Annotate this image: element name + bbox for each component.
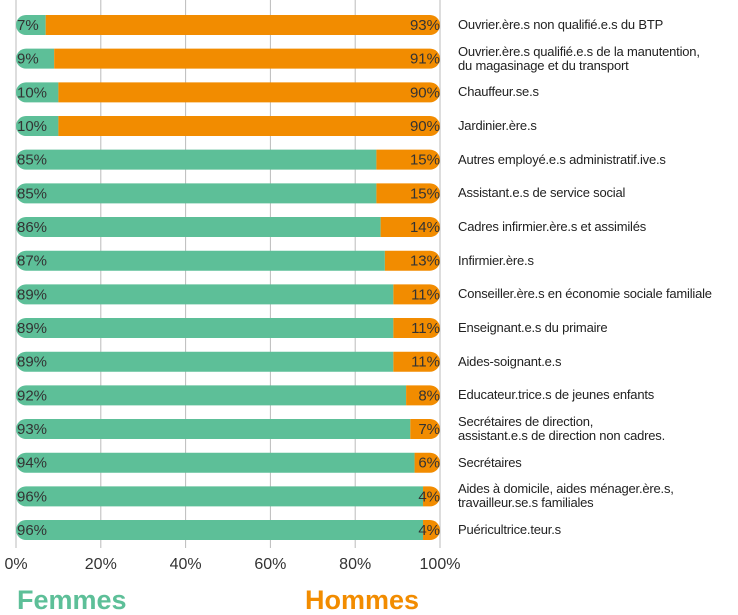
value-label: 10% — [17, 84, 47, 101]
value-label: 8% — [418, 387, 440, 404]
legend-entry: Hommes — [305, 585, 419, 615]
value-label: 89% — [17, 320, 47, 337]
bar-segment — [58, 82, 441, 103]
x-tick-label: 40% — [170, 556, 202, 573]
category-label: Secrétaires de direction, assistant.e.s … — [458, 414, 666, 444]
value-label: 14% — [410, 219, 440, 236]
category-label: Ouvrier.ère.s non qualifié.e.s du BTP — [458, 17, 664, 32]
value-label: 92% — [17, 387, 47, 404]
bar-segment — [393, 351, 440, 372]
bar-segment — [58, 116, 440, 137]
value-label: 11% — [411, 320, 440, 337]
value-label: 85% — [17, 152, 47, 169]
value-label: 10% — [17, 118, 47, 135]
value-label: 15% — [410, 185, 440, 202]
bar-segment — [16, 318, 394, 339]
bar-segment — [384, 250, 440, 271]
value-label: 90% — [410, 118, 440, 135]
value-label: 7% — [17, 17, 39, 34]
bar-segment — [16, 486, 424, 507]
bar-segment — [16, 15, 46, 35]
bar-segment — [16, 116, 59, 137]
category-label: Cadres infirmier.ère.s et assimilés — [458, 219, 647, 235]
bar-segment — [54, 48, 440, 69]
bar-segment — [376, 149, 440, 170]
value-label: 87% — [17, 253, 47, 270]
x-tick-label: 80% — [339, 556, 371, 573]
bar-segment — [16, 183, 377, 204]
value-label: 6% — [418, 455, 440, 472]
value-label: 7% — [418, 421, 440, 438]
category-label: Conseiller.ère.s en économie sociale fam… — [458, 286, 712, 302]
value-label: 13% — [410, 253, 440, 270]
value-label: 86% — [17, 219, 47, 236]
value-label: 85% — [17, 185, 47, 202]
bar-segment — [16, 149, 377, 170]
legend-entry: Femmes — [17, 585, 127, 615]
category-label: Infirmier.ère.s — [458, 252, 534, 268]
category-label: Assistant.e.s de service social — [458, 185, 626, 201]
bar-segment — [16, 520, 424, 541]
bar-segment — [16, 217, 381, 238]
bar-segment — [16, 452, 415, 473]
bar-segment — [406, 385, 440, 406]
bar-segment — [423, 486, 440, 507]
value-label: 4% — [418, 488, 440, 505]
value-label: 9% — [17, 51, 39, 68]
bar-segment — [393, 284, 440, 305]
category-label: Secrétaires — [458, 454, 522, 470]
value-label: 4% — [418, 522, 440, 539]
bar-segment — [423, 520, 440, 541]
value-label: 91% — [410, 51, 440, 68]
value-label: 94% — [17, 455, 47, 472]
category-label: Aides-soignant.e.s — [458, 353, 562, 369]
value-label: 93% — [410, 17, 440, 34]
x-tick-label: 100% — [420, 556, 461, 573]
x-tick-label: 20% — [85, 556, 117, 573]
bar-segment — [16, 419, 411, 440]
category-label: Chauffeur.se.s — [458, 84, 539, 100]
category-label: Puéricultrice.teur.s — [458, 522, 561, 538]
value-label: 90% — [410, 84, 440, 101]
bar-segment — [16, 82, 59, 103]
value-label: 93% — [17, 421, 47, 438]
bar-segment — [410, 419, 440, 440]
bar-segment — [380, 217, 440, 238]
x-tick-label: 0% — [4, 556, 27, 573]
value-label: 89% — [17, 286, 47, 303]
category-label: Ouvrier.ère.s qualifié.e.s de la manuten… — [458, 43, 700, 73]
bar-segment — [16, 250, 385, 271]
bar-segment — [393, 318, 440, 339]
bar-segment — [16, 48, 55, 69]
category-label: Autres employé.e.s administratif.ive.s — [458, 151, 666, 167]
value-label: 96% — [17, 488, 47, 505]
value-label: 11% — [411, 286, 440, 303]
bar-segment — [45, 15, 441, 35]
category-label: Educateur.trice.s de jeunes enfants — [458, 387, 655, 403]
value-label: 96% — [17, 522, 47, 539]
bar-segment — [16, 351, 394, 372]
bar-segment — [376, 183, 440, 204]
value-label: 89% — [17, 354, 47, 371]
category-label: Enseignant.e.s du primaire — [458, 320, 608, 336]
category-label: Aides à domicile, aides ménager.ère.s, t… — [458, 481, 674, 511]
value-label: 11% — [411, 354, 440, 371]
bar-segment — [16, 385, 407, 406]
x-tick-label: 60% — [254, 556, 286, 573]
bar-segment — [16, 284, 394, 305]
category-label: Jardinier.ère.s — [458, 118, 537, 133]
bar-segment — [414, 452, 440, 473]
value-label: 15% — [410, 152, 440, 169]
